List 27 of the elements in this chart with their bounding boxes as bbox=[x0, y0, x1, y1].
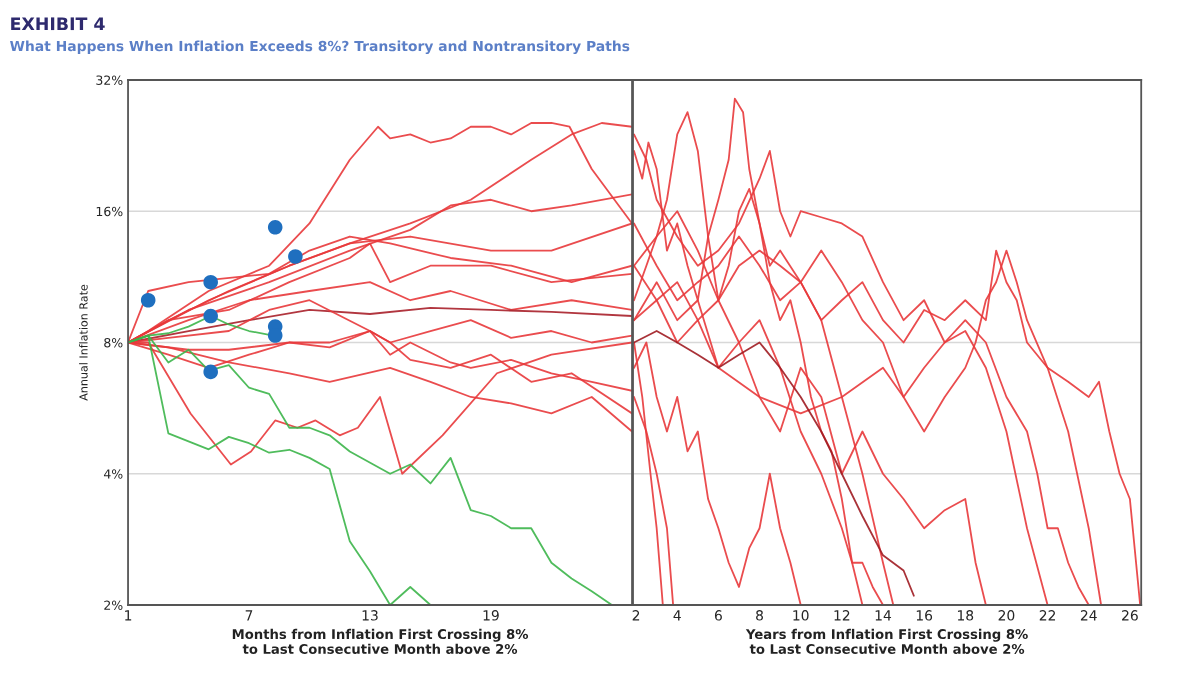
x-tick-label: 22 bbox=[1039, 610, 1056, 621]
x-tick-label: 7 bbox=[245, 610, 253, 621]
x-tick-label: 2 bbox=[632, 610, 640, 621]
x-tick-label: 13 bbox=[362, 610, 378, 621]
x-tick-label: 19 bbox=[483, 610, 499, 621]
x-tick-label: 16 bbox=[916, 610, 933, 621]
chart-title: EXHIBIT 4 bbox=[11, 17, 105, 31]
x-tick-label: 8 bbox=[756, 610, 763, 621]
x-axis-title: Months from Inflation First Crossing 8% to Last Consecutive Month above 2% bbox=[232, 628, 529, 654]
y-tick-label: 8% bbox=[104, 337, 123, 348]
x-tick-label: 10 bbox=[793, 610, 809, 621]
x-tick-label: 26 bbox=[1122, 610, 1138, 621]
x-tick-label: 20 bbox=[998, 610, 1015, 621]
x-tick-label: 1 bbox=[125, 610, 132, 621]
y-axis-title: Annual Inflation Rate bbox=[79, 284, 88, 401]
y-tick-label: 2% bbox=[104, 600, 123, 610]
x-tick-label: 14 bbox=[875, 610, 892, 621]
x-tick-label: 4 bbox=[673, 610, 681, 621]
x-tick-label: 24 bbox=[1080, 610, 1097, 621]
x-tick-label: 6 bbox=[714, 610, 722, 621]
x-tick-label: 18 bbox=[957, 610, 974, 621]
y-tick-label: 16% bbox=[96, 206, 123, 217]
y-tick-label: 32% bbox=[96, 75, 123, 85]
chart-subtitle: What Happens When Inflation Exceeds 8%? Transitory and Nontransitory Paths bbox=[10, 40, 630, 55]
y-tick-label: 4% bbox=[103, 469, 123, 479]
x-axis-title: Years from Inflation First Crossing 8% to Last Consecutive Month above 2% bbox=[745, 628, 1028, 654]
x-tick-label: 12 bbox=[834, 610, 850, 621]
